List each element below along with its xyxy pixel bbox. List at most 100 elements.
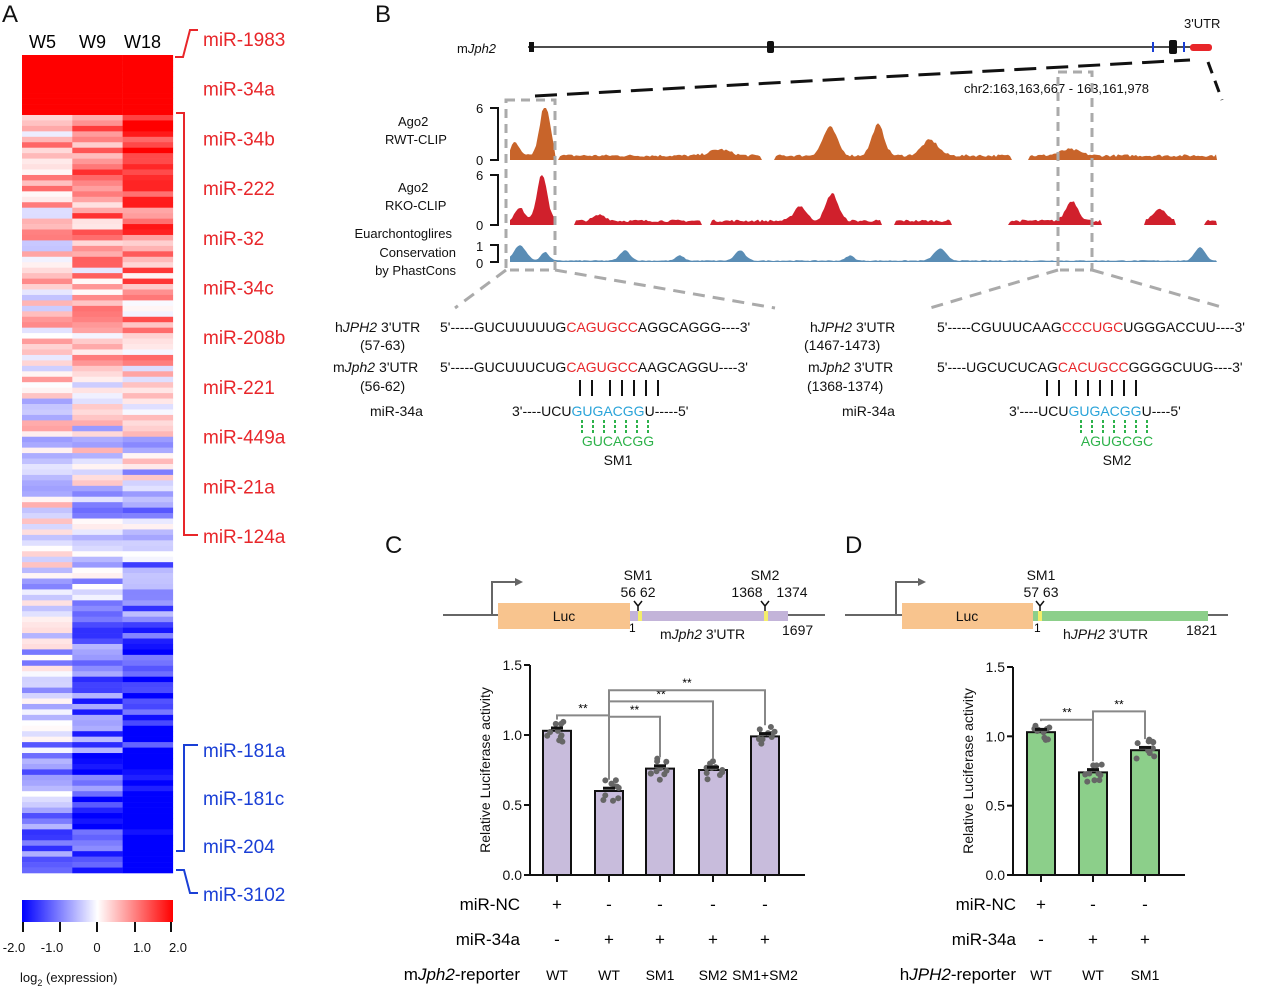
- heatmap-cell: [122, 616, 174, 623]
- data-point: [1084, 778, 1091, 785]
- txt: JPH2: [817, 319, 852, 335]
- heatmap-cell: [22, 622, 73, 628]
- heatmap-cell: [122, 273, 174, 279]
- heatmap-cell: [122, 256, 174, 263]
- heatmap-cell: [122, 213, 174, 219]
- heatmap-cell: [122, 802, 174, 808]
- mirna-label-up: miR-208b: [203, 328, 285, 349]
- axis-tick: 0: [476, 256, 483, 271]
- heatmap-cell: [22, 191, 73, 198]
- row-value: SM1: [646, 967, 675, 983]
- heatmap-cell: [22, 671, 73, 677]
- heatmap-cell: [22, 742, 73, 748]
- row-value: +: [552, 895, 562, 914]
- heatmap-cell: [122, 758, 174, 765]
- heatmap-cell: [22, 616, 73, 623]
- heatmap-cell: [22, 763, 73, 770]
- start-position: 1: [1034, 621, 1041, 635]
- heatmap-cell: [22, 60, 73, 67]
- heatmap-cell: [22, 431, 73, 438]
- row-label: miR-34a: [456, 930, 521, 949]
- data-point: [1145, 747, 1152, 754]
- row-value: SM1+SM2: [732, 967, 798, 983]
- heatmap-cell: [22, 583, 73, 590]
- heatmap-cell: [122, 753, 174, 759]
- heatmap-cell: [22, 774, 73, 781]
- heatmap-cell: [122, 104, 174, 110]
- heatmap-cell: [72, 780, 123, 787]
- heatmap-cell: [72, 65, 123, 72]
- row-value: WT: [546, 967, 568, 983]
- heatmap-cell: [22, 845, 73, 852]
- heatmap-cell: [22, 464, 73, 470]
- site-label: SM1: [624, 567, 653, 583]
- heatmap-cell: [72, 71, 123, 78]
- heatmap-cell: [22, 185, 73, 192]
- heatmap-cell: [22, 485, 73, 492]
- y-tick-label: 1.5: [986, 659, 1006, 675]
- heatmap-cell: [72, 671, 123, 677]
- heatmap-cell: [122, 278, 174, 285]
- heatmap-cell: [72, 562, 123, 568]
- row-value: WT: [598, 967, 620, 983]
- heatmap-cell: [22, 398, 73, 405]
- txt: 3'----UCU: [512, 403, 571, 419]
- y-tick-label: 1.5: [503, 657, 523, 673]
- heatmap-cell: [72, 540, 123, 547]
- significance-bracket: [608, 689, 766, 777]
- upregulated-labels: miR-1983 miR-34a miR-34b miR-222 miR-32 miR-3…: [203, 30, 286, 548]
- heatmap-cell: [122, 633, 174, 639]
- heatmap-cell: [22, 736, 73, 743]
- construct-d: Luc SM1 57 63 1 hJPH2 3'UTR 1821: [845, 567, 1228, 642]
- heatmap-cell: [72, 327, 123, 334]
- significance-label: **: [578, 701, 588, 715]
- heatmap-cell: [22, 682, 73, 688]
- heatmap-cell: [72, 147, 123, 154]
- heatmap-cell: [72, 753, 123, 759]
- heatmap-cell: [72, 589, 123, 596]
- heatmap-cell: [122, 114, 174, 121]
- heatmap-cell: [122, 365, 174, 372]
- data-point: [656, 776, 663, 783]
- heatmap-cell: [22, 534, 73, 541]
- heatmap-cell: [72, 720, 123, 727]
- heatmap-cell: [22, 469, 73, 476]
- heatmap-cell: [72, 518, 123, 525]
- heatmap-cell: [72, 534, 123, 541]
- track-label: Conservation: [379, 245, 456, 260]
- heatmap-cell: [72, 120, 123, 127]
- heatmap-cell: [122, 442, 174, 448]
- heatmap-cell: [122, 436, 174, 443]
- heatmap-cell: [72, 676, 123, 683]
- heatmap-cell: [122, 534, 174, 541]
- txt: Jph2: [344, 359, 376, 375]
- heatmap-cell: [72, 322, 123, 328]
- row-label: miR-NC: [956, 895, 1016, 914]
- heatmap-cell: [72, 344, 123, 350]
- heatmap-cell: [22, 693, 73, 699]
- txt: U-----5': [645, 403, 689, 419]
- significance-label: **: [1114, 697, 1124, 711]
- heatmap-cell: [22, 491, 73, 498]
- heatmap-cell: [22, 300, 73, 307]
- heatmap-cell: [122, 769, 174, 776]
- heatmap-cell: [22, 502, 73, 508]
- txt: CAGUGCC: [566, 359, 638, 375]
- row-value: -: [1038, 930, 1044, 949]
- txt: h: [900, 965, 909, 984]
- heatmap-cell: [72, 125, 123, 132]
- luc-box: [498, 603, 630, 629]
- heatmap-cell: [22, 338, 73, 345]
- data-point: [1086, 770, 1093, 777]
- heatmap-cell: [122, 867, 174, 874]
- heatmap-cell: [22, 633, 73, 639]
- axis-tick: 6: [476, 101, 483, 116]
- bar: [1026, 731, 1056, 876]
- heatmap-cell: [22, 114, 73, 121]
- heatmap-cell: [72, 665, 123, 672]
- heatmap-cell: [22, 665, 73, 672]
- heatmap-cell: [72, 693, 123, 699]
- heatmap-cell: [72, 360, 123, 367]
- data-point: [719, 766, 726, 773]
- data-point: [1090, 762, 1097, 769]
